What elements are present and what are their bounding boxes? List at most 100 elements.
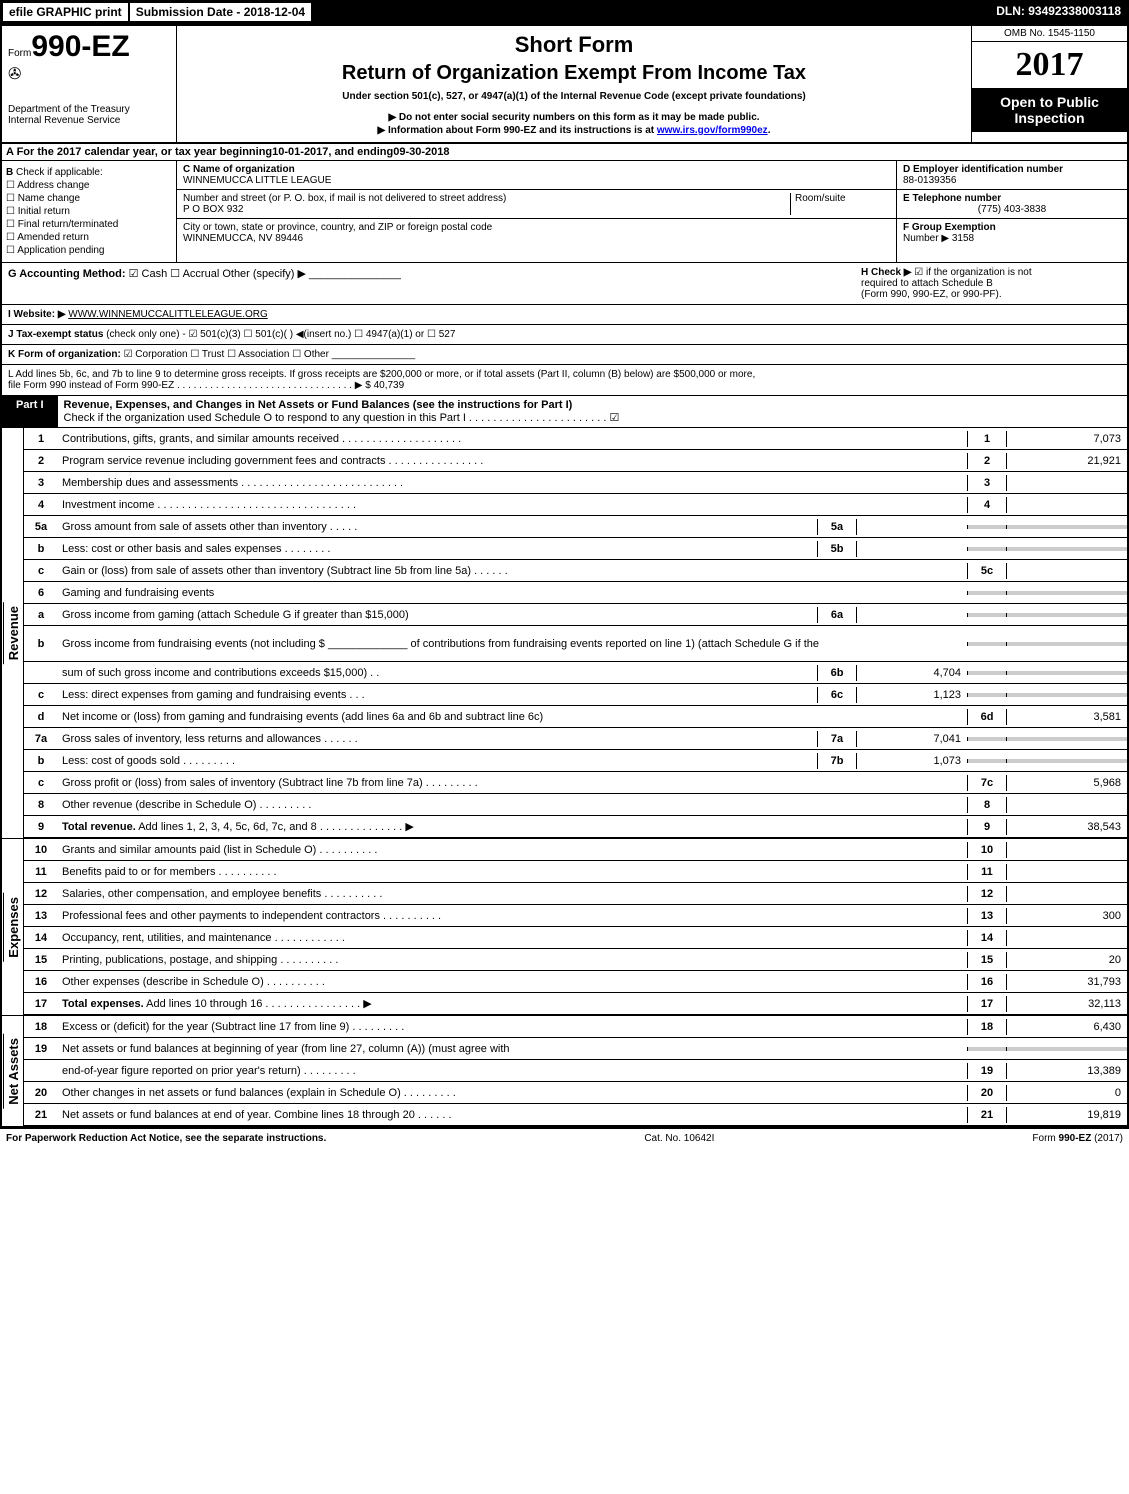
right-line-number: 20	[967, 1085, 1007, 1101]
checkbox-final-return[interactable]: ☐ Final return/terminated	[6, 219, 172, 230]
right-line-number: 3	[967, 475, 1007, 491]
table-row: 1Contributions, gifts, grants, and simil…	[24, 428, 1127, 450]
right-line-number: 21	[967, 1107, 1007, 1123]
right-line-value	[1007, 892, 1127, 896]
irs-link[interactable]: www.irs.gov/form990ez	[657, 125, 768, 136]
netassets-label: Net Assets	[3, 1034, 23, 1109]
table-row: 5aGross amount from sale of assets other…	[24, 516, 1127, 538]
right-line-number: 14	[967, 930, 1007, 946]
radio-accrual[interactable]: ☐	[170, 268, 182, 280]
form-number-box: Form990-EZ ✇ Department of the Treasury …	[2, 26, 177, 142]
expenses-label: Expenses	[3, 893, 23, 962]
h-text1: if the organization is not	[926, 267, 1032, 278]
dln-number: DLN: 93492338003118	[990, 2, 1127, 22]
right-line-value	[1007, 737, 1127, 741]
line-description: Less: direct expenses from gaming and fu…	[58, 687, 817, 703]
right-line-number: 15	[967, 952, 1007, 968]
table-row: 15Printing, publications, postage, and s…	[24, 949, 1127, 971]
right-line-value: 31,793	[1007, 974, 1127, 990]
footer-right: Form 990-EZ (2017)	[1032, 1133, 1123, 1144]
table-row: 19Net assets or fund balances at beginni…	[24, 1038, 1127, 1060]
line-description: Net assets or fund balances at end of ye…	[58, 1107, 967, 1123]
table-row: 8Other revenue (describe in Schedule O) …	[24, 794, 1127, 816]
sub-line-value: 1,073	[857, 753, 967, 769]
line-number: 19	[24, 1041, 58, 1057]
checkbox-h[interactable]: ☑	[914, 267, 926, 278]
line-number: b	[24, 636, 58, 652]
right-line-number: 18	[967, 1019, 1007, 1035]
website-url[interactable]: WWW.WINNEMUCCALITTLELEAGUE.ORG	[68, 309, 267, 320]
line-description: Other changes in net assets or fund bala…	[58, 1085, 967, 1101]
submission-date: Submission Date - 2018-12-04	[129, 2, 312, 22]
right-line-value	[1007, 591, 1127, 595]
right-line-number: 12	[967, 886, 1007, 902]
right-line-value	[1007, 1047, 1127, 1051]
city-label: City or town, state or province, country…	[183, 222, 890, 233]
notice-prefix: ▶ Information about Form 990-EZ and its …	[378, 125, 657, 136]
column-def: D Employer identification number 88-0139…	[897, 161, 1127, 262]
right-line-number	[967, 525, 1007, 529]
right-line-value	[1007, 759, 1127, 763]
table-row: end-of-year figure reported on prior yea…	[24, 1060, 1127, 1082]
line-description: Occupancy, rent, utilities, and maintena…	[58, 930, 967, 946]
city-state-zip: WINNEMUCCA, NV 89446	[183, 233, 890, 244]
ein: 88-0139356	[903, 175, 1121, 186]
checkbox-amended[interactable]: ☐ Amended return	[6, 232, 172, 243]
right-line-value: 7,073	[1007, 431, 1127, 447]
right-line-value: 5,968	[1007, 775, 1127, 791]
right-line-value	[1007, 693, 1127, 697]
b-label: B	[6, 167, 13, 178]
right-line-value: 300	[1007, 908, 1127, 924]
k-label: K Form of organization:	[8, 349, 121, 360]
efile-button[interactable]: efile GRAPHIC print	[2, 2, 129, 22]
checkbox-address-change[interactable]: ☐ Address change	[6, 180, 172, 191]
i-label: I Website: ▶	[8, 309, 66, 320]
checkbox-initial-return[interactable]: ☐ Initial return	[6, 206, 172, 217]
h-label: H Check ▶	[861, 267, 911, 278]
return-title: Return of Organization Exempt From Incom…	[183, 62, 965, 85]
line-i: I Website: ▶ WWW.WINNEMUCCALITTLELEAGUE.…	[2, 305, 1127, 325]
tax-year-end: 09-30-2018	[393, 146, 449, 158]
table-row: 9Total revenue. Add lines 1, 2, 3, 4, 5c…	[24, 816, 1127, 838]
part1-title: Revenue, Expenses, and Changes in Net As…	[64, 399, 573, 411]
line-description: end-of-year figure reported on prior yea…	[58, 1063, 967, 1079]
line-description: Investment income . . . . . . . . . . . …	[58, 497, 967, 513]
org-name: WINNEMUCCA LITTLE LEAGUE	[183, 175, 890, 186]
form-body: Form990-EZ ✇ Department of the Treasury …	[0, 24, 1129, 1128]
sub-line-number: 5a	[817, 519, 857, 535]
right-line-number	[967, 759, 1007, 763]
sub-line-value: 1,123	[857, 687, 967, 703]
right-line-value	[1007, 671, 1127, 675]
line-a-prefix: A For the 2017 calendar year, or tax yea…	[6, 146, 272, 158]
sub-line-value: 7,041	[857, 731, 967, 747]
right-line-number: 6d	[967, 709, 1007, 725]
check-if-applicable: Check if applicable:	[16, 167, 103, 178]
line-number: 11	[24, 864, 58, 880]
part1-header-row: Part I Revenue, Expenses, and Changes in…	[2, 396, 1127, 428]
right-line-value	[1007, 525, 1127, 529]
right-line-number: 8	[967, 797, 1007, 813]
checkbox-name-change[interactable]: ☐ Name change	[6, 193, 172, 204]
right-line-number	[967, 671, 1007, 675]
right-line-value	[1007, 481, 1127, 485]
radio-cash[interactable]: ☑	[129, 268, 142, 280]
footer-cat: Cat. No. 10642I	[644, 1133, 714, 1144]
line-number: c	[24, 687, 58, 703]
line-description: sum of such gross income and contributio…	[58, 665, 817, 681]
line-number: c	[24, 775, 58, 791]
top-bar: efile GRAPHIC print Submission Date - 20…	[0, 0, 1129, 24]
right-line-number	[967, 737, 1007, 741]
page-footer: For Paperwork Reduction Act Notice, see …	[0, 1128, 1129, 1148]
line-number: 18	[24, 1019, 58, 1035]
right-line-value	[1007, 547, 1127, 551]
table-row: 3Membership dues and assessments . . . .…	[24, 472, 1127, 494]
table-row: 6Gaming and fundraising events	[24, 582, 1127, 604]
line-number: 17	[24, 996, 58, 1012]
checkbox-pending[interactable]: ☐ Application pending	[6, 245, 172, 256]
line-number	[24, 671, 58, 675]
line-description: Net income or (loss) from gaming and fun…	[58, 709, 967, 725]
accrual-label: Accrual	[183, 268, 220, 280]
under-section: Under section 501(c), 527, or 4947(a)(1)…	[183, 91, 965, 102]
line-number: b	[24, 541, 58, 557]
street-label: Number and street (or P. O. box, if mail…	[183, 193, 790, 204]
